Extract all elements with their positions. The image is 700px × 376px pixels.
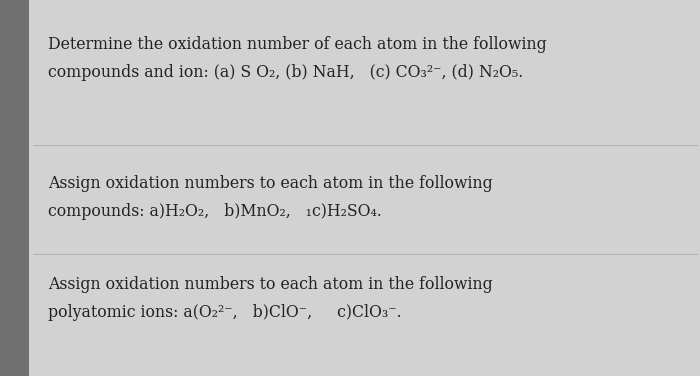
Text: Assign oxidation numbers to each atom in the following: Assign oxidation numbers to each atom in…	[48, 175, 492, 192]
Bar	[0, 0, 29, 376]
Text: Assign oxidation numbers to each atom in the following: Assign oxidation numbers to each atom in…	[48, 276, 492, 293]
Text: compounds: a)H₂O₂,   b)MnO₂,   ₁c)H₂SO₄.: compounds: a)H₂O₂, b)MnO₂, ₁c)H₂SO₄.	[48, 203, 382, 220]
Text: Determine the oxidation number of each atom in the following: Determine the oxidation number of each a…	[48, 36, 547, 53]
Text: polyatomic ions: a(O₂²⁻,   b)ClO⁻,     c)ClO₃⁻.: polyatomic ions: a(O₂²⁻, b)ClO⁻, c)ClO₃⁻…	[48, 304, 401, 321]
Text: compounds and ion: (a) S O₂, (b) NaH,   (c) CO₃²⁻, (d) N₂O₅.: compounds and ion: (a) S O₂, (b) NaH, (c…	[48, 64, 523, 80]
